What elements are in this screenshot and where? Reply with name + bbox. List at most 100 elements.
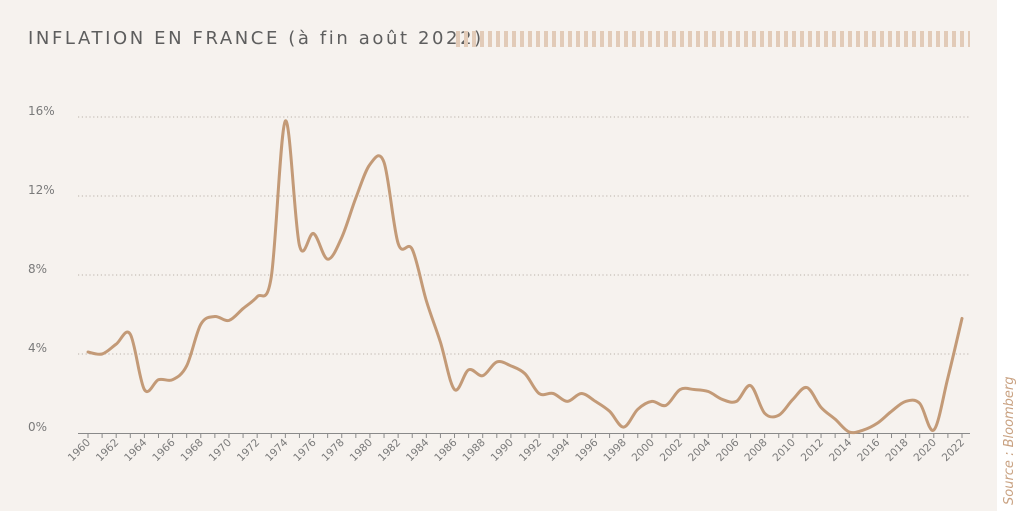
x-tick-label: 1986 (432, 436, 460, 464)
data-point (185, 365, 187, 367)
data-point (608, 410, 610, 412)
data-point (200, 323, 202, 325)
x-tick-label: 1972 (235, 437, 262, 464)
x-tick-label: 1976 (291, 436, 319, 464)
inflation-series-line (86, 119, 964, 435)
data-point (566, 400, 568, 402)
x-tick-label: 1994 (545, 436, 573, 464)
data-point (594, 400, 596, 402)
data-point (693, 388, 695, 390)
x-tick-label: 2014 (827, 436, 855, 464)
x-tick-label: 1978 (319, 437, 346, 464)
data-point (524, 373, 526, 375)
x-tick-label: 1990 (489, 437, 516, 464)
data-point (552, 392, 554, 394)
data-point (848, 431, 850, 433)
data-point (397, 242, 399, 244)
data-point (115, 343, 117, 345)
x-tick-label: 2010 (771, 437, 798, 464)
data-point (510, 365, 512, 367)
data-point (707, 390, 709, 392)
data-point (580, 392, 582, 394)
x-tick-label: 1966 (150, 436, 178, 464)
data-point (101, 353, 103, 355)
chart-title: INFLATION EN FRANCE (à fin août 2022) (28, 28, 484, 49)
x-tick-label: 2004 (686, 436, 714, 464)
x-tick-label: 2016 (855, 436, 883, 464)
x-tick-label: 1992 (517, 437, 544, 464)
y-tick-label: 4% (28, 341, 47, 355)
data-point (425, 299, 427, 301)
data-point (270, 276, 272, 278)
data-point (171, 378, 173, 380)
data-point (284, 120, 286, 122)
data-point (87, 351, 89, 353)
data-point (665, 404, 667, 406)
data-point (749, 384, 751, 386)
data-point (622, 426, 624, 428)
x-tick-label: 2018 (883, 437, 910, 464)
x-tick-label: 2002 (658, 437, 685, 464)
x-tick-label: 1988 (460, 437, 487, 464)
data-point (453, 388, 455, 390)
data-point (763, 412, 765, 414)
data-point (341, 236, 343, 238)
data-point (482, 375, 484, 377)
x-tick-label: 1962 (94, 437, 121, 464)
data-point (228, 319, 230, 321)
x-tick-label: 1984 (404, 436, 432, 464)
data-point (947, 377, 949, 379)
data-point (298, 244, 300, 246)
y-tick-label: 12% (28, 183, 55, 197)
x-tick-label: 2022 (940, 437, 967, 464)
data-point (834, 418, 836, 420)
data-point (143, 388, 145, 390)
data-point (129, 333, 131, 335)
data-point (735, 400, 737, 402)
x-tick-label: 2020 (912, 437, 939, 464)
y-tick-label: 8% (28, 262, 47, 276)
data-point (679, 388, 681, 390)
x-tick-label: 2008 (742, 437, 769, 464)
data-point (651, 400, 653, 402)
data-point (411, 248, 413, 250)
data-point (721, 398, 723, 400)
data-point (496, 361, 498, 363)
x-tick-label: 1970 (207, 437, 234, 464)
data-point (778, 414, 780, 416)
data-point (862, 429, 864, 431)
title-decoration (456, 31, 970, 47)
data-point (256, 296, 258, 298)
data-point (312, 232, 314, 234)
data-point (157, 378, 159, 380)
data-point (792, 398, 794, 400)
source-label: Source : Bloomberg (1002, 376, 1017, 505)
y-tick-label: 0% (28, 420, 47, 434)
x-tick-label: 2012 (799, 437, 826, 464)
data-point (467, 369, 469, 371)
data-point (961, 317, 963, 319)
x-tick-label: 1968 (179, 437, 206, 464)
data-point (919, 402, 921, 404)
data-point (876, 422, 878, 424)
data-point (369, 163, 371, 165)
data-point (355, 197, 357, 199)
data-point (242, 307, 244, 309)
x-tick-label: 1996 (573, 436, 601, 464)
x-tick-label: 2000 (630, 437, 657, 464)
data-point (538, 392, 540, 394)
chart-panel (0, 0, 997, 511)
data-point (820, 406, 822, 408)
x-tick-label: 1980 (348, 437, 375, 464)
x-tick-label: 1964 (122, 436, 150, 464)
data-point (637, 408, 639, 410)
data-point (439, 341, 441, 343)
x-tick-label: 1960 (66, 437, 93, 464)
data-point (383, 161, 385, 163)
x-tick-label: 1974 (263, 436, 291, 464)
x-tick-label: 1982 (376, 437, 403, 464)
data-point (890, 410, 892, 412)
data-point (904, 400, 906, 402)
x-tick-label: 2006 (714, 436, 742, 464)
